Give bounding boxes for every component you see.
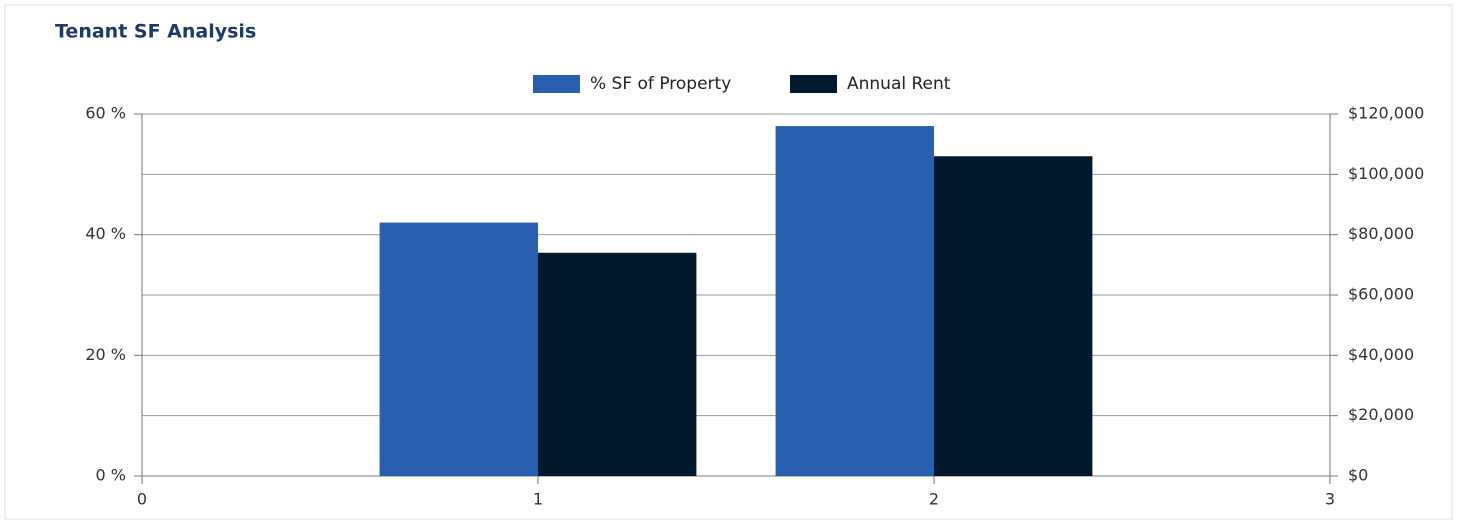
x-tick-label: 0: [137, 490, 147, 509]
y2-tick-label: $0: [1348, 466, 1368, 485]
y-tick-label: 0 %: [96, 466, 126, 485]
legend-label: % SF of Property: [590, 74, 731, 94]
chart-title: Tenant SF Analysis: [55, 21, 256, 43]
y-tick-label: 40 %: [85, 224, 126, 243]
y-tick-label: 20 %: [85, 345, 126, 364]
y-tick-label: 60 %: [85, 104, 126, 123]
x-tick-label: 2: [929, 490, 939, 509]
bar: [538, 252, 697, 476]
x-tick-label: 1: [533, 490, 543, 509]
x-tick-label: 3: [1325, 490, 1335, 509]
y2-tick-label: $60,000: [1348, 285, 1414, 304]
legend-label: Annual Rent: [847, 74, 951, 94]
card: [4, 4, 1453, 520]
y2-tick-label: $40,000: [1348, 345, 1414, 364]
bar: [775, 126, 934, 477]
legend-swatch: [790, 75, 837, 93]
bar: [934, 156, 1093, 476]
bar: [379, 222, 538, 476]
y2-tick-label: $100,000: [1348, 164, 1424, 183]
y2-tick-label: $80,000: [1348, 224, 1414, 243]
legend-swatch: [533, 75, 580, 93]
y2-tick-label: $20,000: [1348, 405, 1414, 424]
y2-tick-label: $120,000: [1348, 104, 1424, 123]
